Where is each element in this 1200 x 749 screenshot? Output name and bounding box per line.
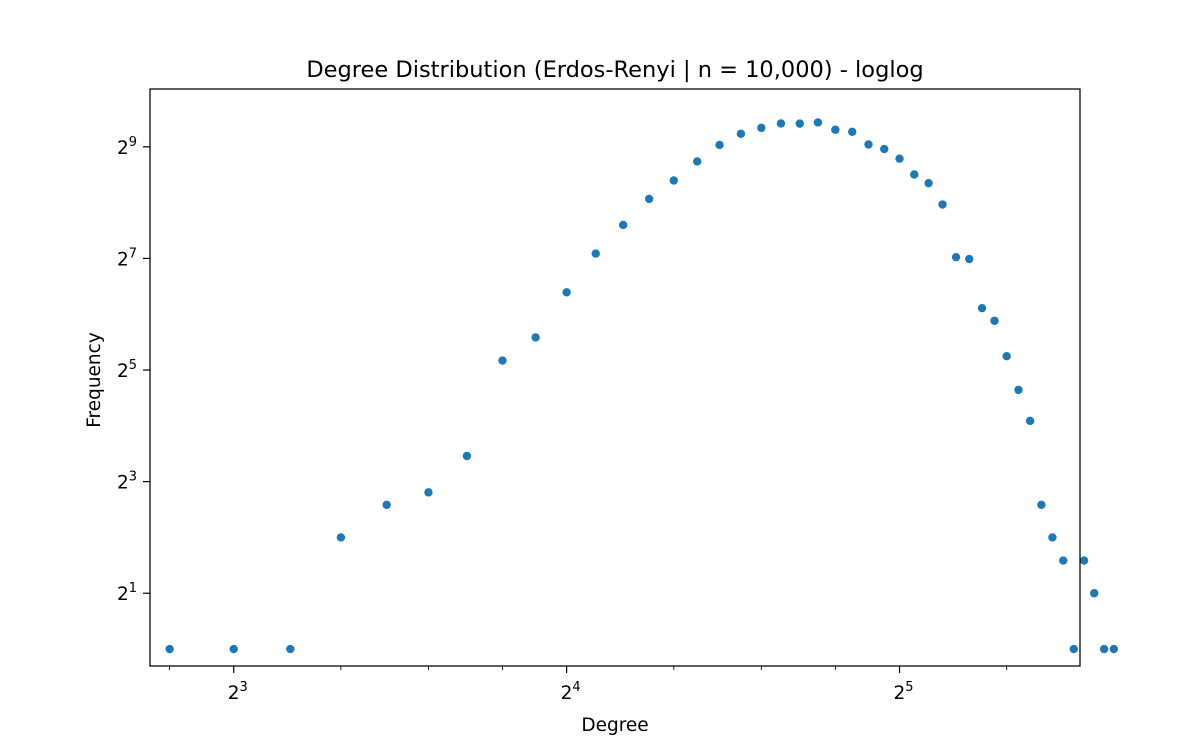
x-tick-label: 24 [561,680,581,704]
plot-area [150,89,1080,666]
y-tick-label-base: 2 [117,361,129,382]
data-point [1109,644,1119,654]
data-point [736,129,746,138]
data-point [562,288,571,297]
chart-title: Degree Distribution (Erdos-Renyi | n = 1… [306,57,923,83]
x-axis-ticks: 23 24 25 [169,666,1008,704]
data-point [531,333,540,342]
y-tick-label: 25 [117,358,137,382]
data-point [880,144,889,154]
data-point [977,303,987,313]
y-tick-label-base: 2 [117,584,129,605]
data-point [693,157,702,166]
data-point [424,488,433,497]
data-point [229,644,238,654]
y-tick-label: 29 [117,135,137,159]
data-point [795,119,804,128]
x-tick-label-base: 2 [561,683,573,704]
data-point [1069,644,1078,654]
data-point [831,125,840,134]
data-point [1079,556,1089,565]
data-point [1090,589,1099,598]
y-tick-label-exponent: 5 [129,358,137,373]
y-tick-label-exponent: 9 [129,135,137,150]
data-point [924,178,933,188]
y-axis-label: Frequency [84,332,105,428]
data-point [965,254,974,264]
data-point [895,154,904,163]
y-tick-label-exponent: 7 [129,246,137,261]
data-point [813,118,823,127]
data-point [848,127,857,136]
data-point [286,644,295,654]
data-point [1059,556,1068,565]
data-point [1014,385,1023,395]
x-tick-label-base: 2 [893,683,905,704]
y-tick-label-base: 2 [117,138,129,159]
data-point [715,140,724,150]
y-tick-label-exponent: 1 [129,581,137,596]
data-point [776,119,786,128]
data-point [462,451,472,461]
data-point [864,140,873,149]
data-point [591,249,600,258]
data-point [669,176,678,185]
x-axis-label: Degree [581,715,648,736]
data-point [1099,644,1109,654]
y-tick-label-exponent: 3 [129,470,137,485]
x-tick-label: 23 [228,680,248,704]
data-point [910,170,919,179]
x-tick-label: 25 [893,680,913,704]
x-tick-label-exponent: 5 [905,680,913,695]
y-tick-label-base: 2 [117,249,129,270]
data-point [1048,533,1057,542]
x-tick-label-exponent: 4 [572,680,580,695]
data-point [1002,351,1011,361]
y-tick-label: 21 [117,581,137,605]
y-tick-label: 27 [117,246,137,270]
data-point [618,220,628,230]
plot-frame [149,88,1081,667]
points-layer [165,118,1119,654]
data-point [757,123,766,133]
data-point [382,500,391,509]
x-tick-label-base: 2 [228,683,240,704]
x-tick-label-exponent: 3 [239,680,247,695]
data-point [644,194,654,204]
data-point [1025,416,1035,426]
data-point [938,200,947,209]
data-point [990,316,999,325]
y-tick-label: 23 [117,470,137,494]
y-tick-label-base: 2 [117,473,129,494]
data-point [951,252,961,262]
data-point [1037,500,1046,509]
data-point [498,356,507,365]
data-point [336,533,346,542]
data-point [165,644,174,654]
